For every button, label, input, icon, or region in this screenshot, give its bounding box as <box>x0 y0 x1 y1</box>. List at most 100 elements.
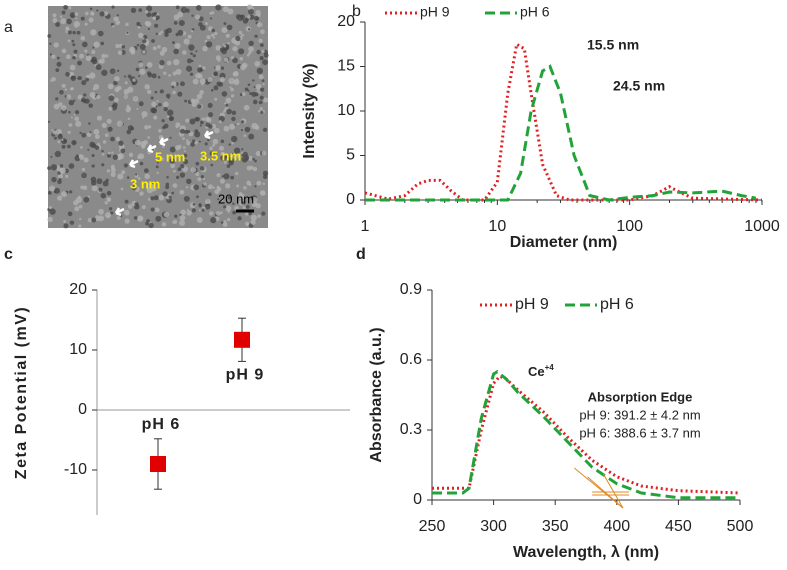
grain <box>110 136 115 142</box>
x-tick-label: 450 <box>665 518 692 535</box>
grain <box>117 153 124 160</box>
grain <box>68 123 73 127</box>
grain <box>179 172 186 178</box>
grain <box>70 116 73 119</box>
grain <box>152 46 157 51</box>
grain <box>250 214 257 221</box>
grain <box>71 15 74 18</box>
grain <box>116 215 121 220</box>
grain <box>96 94 101 100</box>
grain <box>172 71 177 76</box>
grain <box>142 37 145 40</box>
grain <box>190 167 197 173</box>
grain <box>233 147 241 154</box>
grain <box>164 32 169 37</box>
grain <box>223 22 227 26</box>
grain <box>104 133 109 138</box>
grain <box>47 216 53 223</box>
grain <box>193 184 199 191</box>
grain <box>83 157 89 163</box>
grain <box>219 76 225 83</box>
grain <box>209 12 212 15</box>
grain <box>231 110 237 116</box>
grain <box>67 211 73 217</box>
grain <box>142 38 147 44</box>
y-tick-label: 0.9 <box>400 281 422 298</box>
grain <box>101 122 107 129</box>
grain <box>227 41 230 45</box>
grain <box>151 39 155 43</box>
grain <box>77 77 80 80</box>
grain <box>104 201 108 205</box>
grain <box>95 64 102 71</box>
grain <box>208 124 213 129</box>
grain <box>57 171 61 175</box>
grain <box>171 85 175 89</box>
grain <box>212 138 219 145</box>
grain <box>81 132 87 138</box>
grain <box>199 90 205 95</box>
grain <box>72 30 76 35</box>
grain <box>166 60 172 66</box>
grain <box>201 117 205 121</box>
grain <box>252 157 255 161</box>
grain <box>170 163 176 169</box>
grain <box>173 169 176 173</box>
y-axis-label: Intensity (%) <box>301 63 318 158</box>
panel-label: b <box>352 3 361 20</box>
grain <box>221 198 224 202</box>
grain <box>109 68 116 75</box>
grain <box>248 28 251 31</box>
series-line <box>432 374 741 495</box>
grain <box>81 80 87 86</box>
grain <box>152 16 156 20</box>
grain <box>210 217 217 224</box>
grain <box>214 189 220 195</box>
grain <box>66 18 72 25</box>
grain <box>49 208 56 215</box>
grain <box>158 32 162 36</box>
grain <box>215 211 221 216</box>
grain <box>259 87 265 92</box>
grain <box>61 138 64 141</box>
grain <box>72 55 76 60</box>
y-tick-label: 0 <box>78 401 87 418</box>
grain <box>172 219 178 224</box>
grain <box>102 180 109 187</box>
grain <box>215 65 221 71</box>
grain <box>73 113 76 116</box>
grain <box>220 139 225 144</box>
grain <box>212 143 216 147</box>
grain <box>124 81 128 85</box>
grain <box>131 185 137 191</box>
grain <box>121 170 126 175</box>
grain <box>243 104 250 111</box>
grain <box>89 7 93 11</box>
grain <box>230 175 235 180</box>
grain <box>68 100 75 106</box>
grain <box>163 211 170 218</box>
grain <box>123 75 127 78</box>
grain <box>161 46 168 53</box>
grain <box>155 18 159 21</box>
grain <box>186 65 193 72</box>
grain <box>254 60 261 67</box>
arrow <box>203 130 214 140</box>
grain <box>83 93 87 97</box>
y-tick-label: 20 <box>337 13 355 30</box>
grain <box>190 52 193 55</box>
x-tick-label: 350 <box>542 518 569 535</box>
grain <box>107 83 114 90</box>
grain <box>74 110 80 115</box>
annotation: Ce+4 <box>528 363 554 379</box>
grain <box>156 161 159 164</box>
grain <box>54 150 62 158</box>
grain <box>180 81 185 87</box>
grain <box>111 151 114 154</box>
grain <box>101 150 104 153</box>
grain <box>155 32 158 35</box>
grain <box>223 220 227 223</box>
grain <box>121 45 126 49</box>
grain <box>220 211 223 215</box>
grain <box>150 96 154 100</box>
